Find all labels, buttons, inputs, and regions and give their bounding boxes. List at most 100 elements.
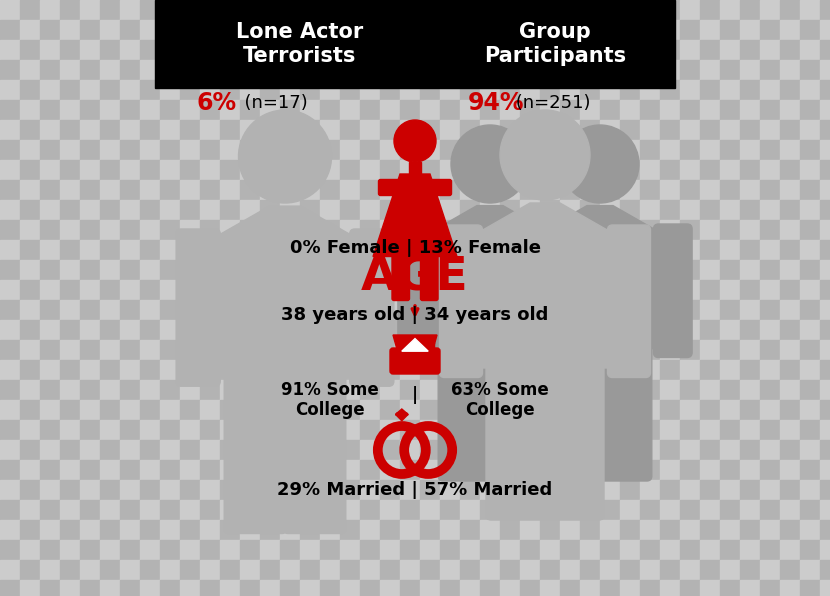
Bar — [700, 360, 720, 380]
Bar — [640, 120, 660, 140]
Bar — [560, 440, 580, 460]
Bar — [460, 360, 480, 380]
Bar — [180, 220, 200, 240]
Bar — [400, 280, 420, 300]
Bar — [140, 140, 160, 160]
Bar — [40, 40, 60, 60]
Bar — [260, 360, 280, 380]
Bar — [80, 440, 100, 460]
Bar — [740, 340, 760, 360]
Bar — [460, 120, 480, 140]
Bar — [400, 160, 420, 180]
Bar — [220, 80, 240, 100]
Bar — [80, 40, 100, 60]
Bar — [140, 180, 160, 200]
Bar — [60, 240, 80, 260]
Bar — [700, 180, 720, 200]
Bar — [380, 500, 400, 520]
Bar — [500, 240, 520, 260]
Bar — [500, 80, 520, 100]
Bar — [240, 120, 260, 140]
Circle shape — [238, 110, 331, 203]
Bar — [20, 180, 40, 200]
Bar — [40, 140, 60, 160]
Bar — [280, 340, 300, 360]
Bar — [720, 440, 740, 460]
Bar — [20, 100, 40, 120]
Bar — [360, 320, 380, 340]
Bar — [140, 580, 160, 596]
Bar — [620, 580, 640, 596]
Bar — [380, 420, 400, 440]
Bar — [340, 60, 360, 80]
Bar — [100, 480, 120, 500]
Bar — [640, 200, 660, 220]
Bar — [620, 240, 640, 260]
Bar — [640, 320, 660, 340]
Bar — [260, 220, 280, 240]
Bar — [200, 400, 220, 420]
Bar — [20, 120, 40, 140]
Bar — [760, 480, 780, 500]
Bar — [0, 0, 20, 20]
Polygon shape — [215, 206, 354, 377]
Bar — [180, 480, 200, 500]
Bar — [800, 580, 820, 596]
Bar — [20, 40, 40, 60]
Bar — [640, 540, 660, 560]
Bar — [480, 440, 500, 460]
Bar — [720, 160, 740, 180]
Bar — [60, 180, 80, 200]
Bar — [360, 200, 380, 220]
Polygon shape — [396, 413, 408, 415]
Bar — [580, 40, 600, 60]
Bar — [640, 60, 660, 80]
Bar — [780, 80, 800, 100]
Bar — [740, 0, 760, 20]
Bar — [580, 460, 600, 480]
Bar — [560, 280, 580, 300]
Bar — [680, 380, 700, 400]
Bar — [400, 40, 420, 60]
Bar — [280, 360, 300, 380]
Bar — [20, 500, 40, 520]
Bar — [280, 440, 300, 460]
Bar — [820, 0, 830, 20]
Bar — [500, 540, 520, 560]
Bar — [580, 180, 600, 200]
Bar — [40, 260, 60, 280]
Bar — [520, 200, 540, 220]
Bar — [320, 100, 340, 120]
Bar — [780, 260, 800, 280]
Bar — [660, 200, 680, 220]
Bar — [200, 460, 220, 480]
Bar — [0, 580, 20, 596]
Bar — [0, 100, 20, 120]
Bar — [460, 0, 480, 20]
Bar — [320, 500, 340, 520]
Bar — [540, 220, 560, 240]
Text: (n=251): (n=251) — [510, 94, 590, 112]
Bar — [200, 500, 220, 520]
Bar — [740, 20, 760, 40]
Bar — [340, 520, 360, 540]
Bar — [700, 500, 720, 520]
Bar — [480, 40, 500, 60]
Bar — [180, 80, 200, 100]
Bar — [500, 480, 520, 500]
Bar — [680, 180, 700, 200]
Bar — [60, 500, 80, 520]
Bar — [340, 400, 360, 420]
Bar — [340, 380, 360, 400]
Bar — [780, 100, 800, 120]
Bar — [180, 40, 200, 60]
Bar — [120, 20, 140, 40]
Bar — [220, 440, 240, 460]
Bar — [600, 320, 620, 340]
Bar — [100, 20, 120, 40]
Bar — [780, 560, 800, 580]
Bar — [220, 180, 240, 200]
Bar — [280, 300, 300, 320]
Bar — [180, 340, 200, 360]
Bar — [60, 580, 80, 596]
